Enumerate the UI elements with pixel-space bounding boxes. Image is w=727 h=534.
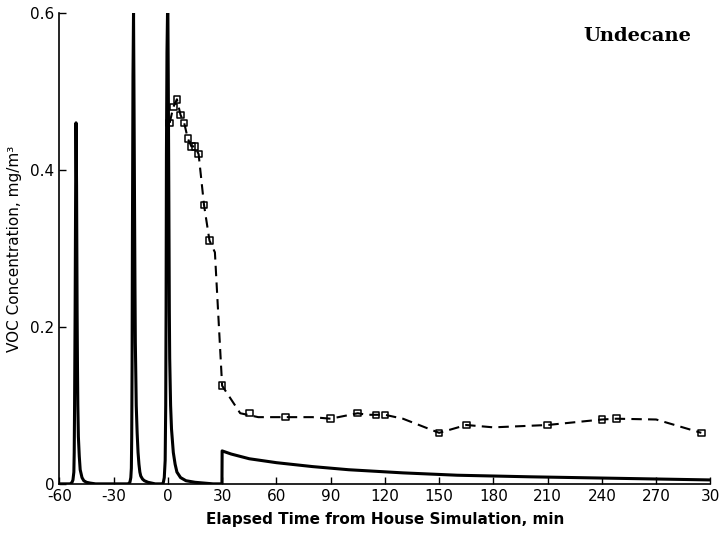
Point bbox=[185, 142, 197, 151]
Point bbox=[696, 429, 707, 437]
Point bbox=[198, 201, 210, 209]
Point bbox=[352, 409, 364, 418]
Point bbox=[542, 421, 553, 429]
Point bbox=[193, 150, 204, 159]
Point bbox=[244, 409, 255, 418]
Point bbox=[596, 415, 608, 424]
Point bbox=[178, 119, 190, 127]
Point bbox=[171, 95, 182, 104]
Point bbox=[370, 411, 382, 419]
Point bbox=[611, 414, 622, 423]
Point bbox=[325, 414, 337, 423]
Point bbox=[189, 142, 201, 151]
Point bbox=[204, 236, 215, 245]
Point bbox=[167, 103, 179, 112]
X-axis label: Elapsed Time from House Simulation, min: Elapsed Time from House Simulation, min bbox=[206, 512, 564, 527]
Point bbox=[280, 413, 292, 421]
Y-axis label: VOC Concentration, mg/m³: VOC Concentration, mg/m³ bbox=[7, 145, 22, 351]
Point bbox=[164, 119, 175, 127]
Text: Undecane: Undecane bbox=[583, 27, 691, 45]
Point bbox=[174, 111, 186, 119]
Point bbox=[217, 381, 228, 390]
Point bbox=[433, 429, 445, 437]
Point bbox=[379, 411, 390, 419]
Point bbox=[182, 134, 193, 143]
Point bbox=[460, 421, 472, 429]
